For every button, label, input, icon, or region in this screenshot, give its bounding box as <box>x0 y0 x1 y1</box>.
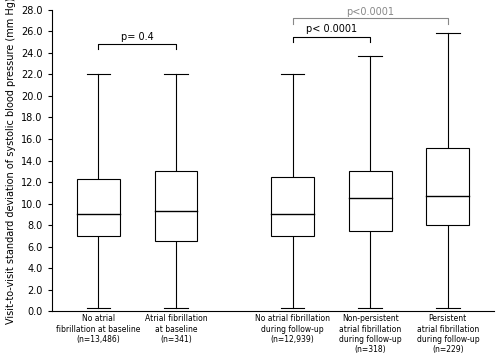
Bar <box>349 171 392 231</box>
Y-axis label: Visit-to-visit standard deviation of systolic blood pressure (mm Hg): Visit-to-visit standard deviation of sys… <box>6 0 16 324</box>
Bar <box>77 179 120 236</box>
Bar <box>271 177 314 236</box>
Text: p<0.0001: p<0.0001 <box>346 7 394 17</box>
Text: p= 0.4: p= 0.4 <box>121 32 154 42</box>
Bar <box>426 148 469 225</box>
Bar <box>154 171 198 242</box>
Text: p< 0.0001: p< 0.0001 <box>306 24 357 34</box>
